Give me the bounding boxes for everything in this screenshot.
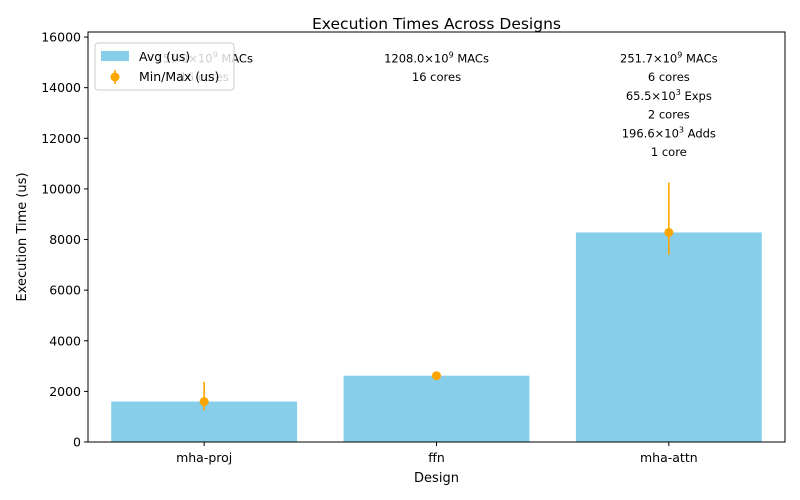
y-tick-label-16000: 16000 <box>41 30 81 45</box>
annotation-line: 6 cores <box>648 70 690 84</box>
y-tick-label-4000: 4000 <box>49 333 81 348</box>
y-axis: 0 2000 4000 6000 8000 10000 12000 14000 16000 <box>41 30 88 450</box>
annotation-line: 2 cores <box>648 108 690 122</box>
annotation-line: 251.7×109 MACs <box>620 51 718 66</box>
annotation-line: 1208.0×109 MACs <box>384 51 489 66</box>
legend-swatch-minmax-point <box>110 72 120 82</box>
point-mha-attn <box>664 227 674 237</box>
point-ffn <box>432 371 441 381</box>
y-axis-title: Execution Time (us) <box>15 172 30 301</box>
legend-frame <box>94 42 235 91</box>
annotation-line: 65.5×103 Exps <box>626 88 712 103</box>
x-axis: mha-proj ffn mha-attn <box>176 442 698 465</box>
y-tick-label-2000: 2000 <box>49 384 81 399</box>
annotation-mha-attn: 251.7×109 MACs 6 cores 65.5×103 Exps 2 core… <box>620 51 718 160</box>
legend-label-minmax: Min/Max (us) <box>139 69 219 84</box>
y-tick-label-0: 0 <box>73 435 81 450</box>
y-tick-label-10000: 10000 <box>41 181 81 196</box>
legend: Avg (us) Min/Max (us) <box>94 42 235 91</box>
x-axis-title: Design <box>414 471 459 486</box>
x-tick-label-mha-attn: mha-attn <box>640 450 698 465</box>
chart-title: Execution Times Across Designs <box>312 15 561 33</box>
annotation-ffn: 1208.0×109 MACs 16 cores <box>384 51 489 85</box>
legend-label-avg: Avg (us) <box>139 49 190 64</box>
x-tick-label-mha-proj: mha-proj <box>176 450 232 465</box>
y-tick-label-14000: 14000 <box>41 80 81 95</box>
errorbars-layer <box>199 182 674 411</box>
y-tick-label-8000: 8000 <box>49 232 81 247</box>
annotation-line: 1 core <box>651 145 687 159</box>
annotation-line: 196.6×103 Adds <box>622 125 716 140</box>
annotation-line: 16 cores <box>412 70 461 84</box>
point-mha-proj <box>199 397 209 407</box>
y-tick-label-6000: 6000 <box>49 283 81 298</box>
legend-swatch-avg <box>101 51 129 61</box>
bar-ffn <box>343 375 530 442</box>
bars-layer <box>111 232 762 442</box>
bar-mha-attn <box>575 232 762 442</box>
y-tick-label-12000: 12000 <box>41 131 81 146</box>
x-tick-label-ffn: ffn <box>428 450 445 465</box>
